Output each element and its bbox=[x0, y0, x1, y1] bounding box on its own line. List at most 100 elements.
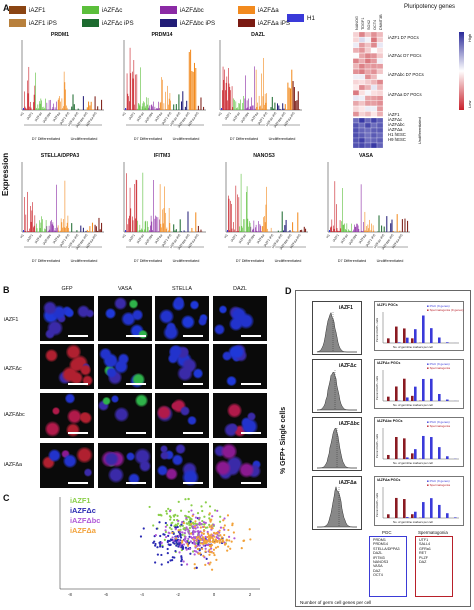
bar bbox=[159, 184, 161, 232]
bar bbox=[152, 230, 153, 232]
sperm-list-title: Spermatogonia bbox=[418, 530, 448, 535]
histogram-svg bbox=[316, 311, 357, 353]
pgc-gene-list: PGC PRDM1 PRDM14 STELLA/DPPA3 DAZL IFITM3 NAN… bbox=[369, 530, 407, 597]
heatmap-cell bbox=[358, 127, 366, 134]
cell-blob bbox=[241, 418, 258, 435]
cell-blob bbox=[174, 296, 185, 307]
heatmap-cell bbox=[364, 137, 372, 144]
bar bbox=[237, 107, 238, 110]
mini-chart-svg bbox=[382, 312, 459, 344]
scale-bar bbox=[241, 482, 261, 484]
x-tick-label: iAZF1 bbox=[332, 233, 340, 242]
bar bbox=[139, 105, 141, 110]
bar bbox=[144, 221, 146, 232]
bar bbox=[35, 72, 36, 110]
bar bbox=[247, 218, 249, 232]
pca-point bbox=[178, 551, 181, 554]
bar bbox=[162, 79, 163, 110]
x-tick-label: iAZFΔc bbox=[232, 111, 242, 122]
bar bbox=[173, 104, 175, 110]
bar bbox=[25, 214, 27, 232]
pca-point bbox=[179, 536, 183, 539]
pca-point bbox=[205, 557, 208, 560]
x-tick-label: iAZFΔa bbox=[52, 111, 62, 122]
pca-point bbox=[218, 520, 222, 523]
pca-point bbox=[163, 538, 166, 541]
mini-bar-pgc bbox=[430, 328, 433, 343]
mini-chart-legend: ■ PGC (9 genes) bbox=[427, 479, 450, 483]
pca-point bbox=[209, 520, 212, 523]
heatmap-cell bbox=[376, 79, 384, 85]
mini-chart-svg bbox=[382, 428, 459, 460]
bar bbox=[99, 229, 101, 232]
micro-col-3: DAZL bbox=[233, 286, 247, 292]
pca-point bbox=[208, 537, 211, 540]
bar bbox=[404, 218, 406, 232]
bar bbox=[145, 105, 147, 110]
bar bbox=[68, 227, 69, 232]
heatmap-col-4: DNMT3B bbox=[379, 14, 383, 30]
bar bbox=[135, 218, 136, 232]
bar bbox=[63, 227, 65, 232]
bar bbox=[351, 223, 352, 232]
pca-point bbox=[201, 519, 204, 523]
bar bbox=[136, 74, 138, 110]
pca-point bbox=[186, 528, 189, 531]
cell-blob bbox=[135, 394, 148, 407]
bar bbox=[255, 224, 257, 232]
pca-legend-1: iAZFΔc bbox=[70, 506, 96, 515]
pca-point bbox=[208, 540, 211, 543]
pca-point bbox=[188, 526, 192, 530]
pca-point bbox=[192, 526, 195, 530]
bar bbox=[48, 100, 50, 110]
mini-bar-sperm bbox=[411, 338, 414, 343]
pca-point bbox=[156, 546, 159, 549]
heatmap-cell bbox=[358, 137, 366, 144]
heatmap-cell bbox=[358, 95, 366, 101]
bar bbox=[42, 109, 44, 110]
bar bbox=[252, 105, 253, 110]
bar bbox=[344, 223, 345, 232]
bar bbox=[27, 191, 28, 232]
pca-point bbox=[242, 539, 246, 542]
bar bbox=[229, 230, 231, 232]
xgroup-right-4: Undifferentiated bbox=[172, 259, 200, 263]
x-tick-label: iAZFΔc bbox=[136, 233, 146, 244]
heatmap-cell bbox=[370, 68, 378, 75]
bar bbox=[165, 91, 166, 110]
bar bbox=[24, 106, 26, 110]
pca-point bbox=[166, 539, 170, 542]
bar bbox=[354, 226, 356, 232]
cell-blob bbox=[64, 308, 75, 319]
pca-point bbox=[210, 524, 213, 527]
pca-point bbox=[229, 547, 232, 550]
mini-bar-pgc bbox=[438, 393, 441, 401]
bar bbox=[377, 231, 379, 232]
pca-point bbox=[216, 545, 220, 548]
scale-bar bbox=[68, 383, 88, 385]
heatmap-cell bbox=[358, 100, 366, 107]
mini-bar-pgc bbox=[438, 504, 441, 518]
bar bbox=[244, 98, 246, 110]
bar bbox=[175, 229, 177, 232]
pgc-list-items: PRDM1 PRDM14 STELLA/DPPA3 DAZL IFITM3 NANOS3 V… bbox=[373, 538, 403, 578]
pca-point bbox=[182, 560, 185, 563]
pca-point bbox=[218, 539, 222, 542]
cell-blob bbox=[121, 311, 136, 326]
pca-point bbox=[200, 534, 203, 537]
bar bbox=[248, 226, 249, 232]
heatmap-col-1: TDGF1 bbox=[361, 17, 365, 30]
pca-point bbox=[208, 505, 212, 508]
gene-list-item: PRDM1 bbox=[373, 538, 386, 542]
mini-chart-title: iAZFΔc PGCs bbox=[377, 361, 401, 365]
micro-col-1: VASA bbox=[118, 286, 132, 292]
bar bbox=[147, 226, 149, 232]
bar bbox=[236, 108, 237, 110]
histogram-area bbox=[317, 485, 357, 528]
heatmap-cell bbox=[370, 79, 378, 85]
x-tick-label: iAZF1 iPS bbox=[161, 233, 173, 247]
bar bbox=[195, 212, 197, 232]
pca-point bbox=[186, 544, 190, 547]
heatmap-group-label-2: iAZFΔbc D7 PGCs bbox=[388, 72, 424, 77]
bar bbox=[266, 93, 267, 110]
